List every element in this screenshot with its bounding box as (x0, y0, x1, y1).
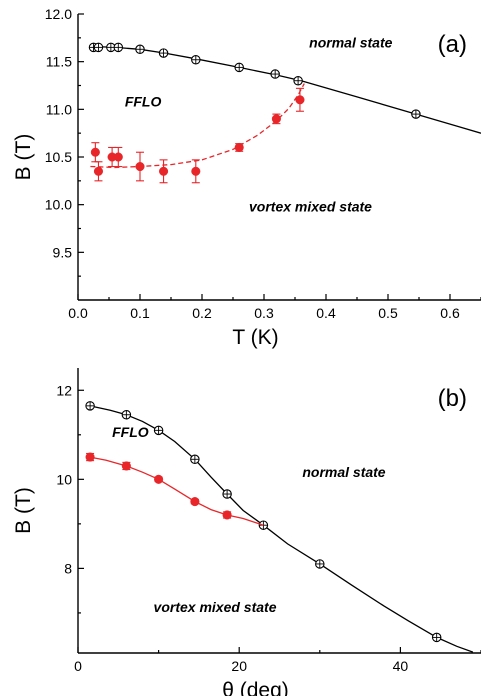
panel-a-y-tick-label: 11.5 (46, 54, 72, 70)
panel-b-y-tick-label: 12 (56, 382, 72, 398)
panel-a-x-tick-label: 0.0 (68, 305, 88, 321)
panel-a-x-tick-label: 0.5 (378, 305, 398, 321)
panel-a-label: (a) (438, 31, 467, 58)
panel-a-data-point (93, 42, 104, 53)
panel-a-y-tick-label: 9.5 (53, 244, 73, 260)
panel-b-series-0 (85, 401, 474, 653)
panel-a-data-point (159, 166, 169, 176)
panel-a-data-point (411, 109, 421, 119)
panel-a-y-tick-label: 11.0 (46, 101, 72, 117)
panel-a-data-point (270, 69, 280, 79)
panel-a-data-point (234, 62, 244, 73)
panel-a-data-point (191, 166, 201, 176)
panel-a-data-point (295, 95, 305, 105)
panel-a-data-point (158, 48, 169, 58)
panel-a-annotation: FFLO (125, 93, 162, 109)
panel-a-y-tick-label: 10.0 (45, 197, 72, 213)
panel-a-series-1 (90, 83, 305, 184)
panel-a-data-point (135, 161, 145, 172)
panel-b-data-point (431, 632, 442, 643)
panel-a-fit-curve-1 (90, 83, 305, 169)
panel-a-x-tick-label: 0.3 (254, 305, 274, 321)
panel-b-x-tick-label: 20 (231, 658, 247, 674)
panel-b-data-point (190, 497, 200, 507)
panel-a-x-tick-label: 0.2 (192, 305, 212, 321)
panel-a: 0.0 0.1 0.2 0.3 0.4 0.5 0.6 9.5 10.0 10.5 11.0 11.5… (12, 6, 481, 349)
panel-b-data-point (154, 474, 164, 484)
panel-b-series-1 (85, 452, 264, 526)
panel-b-data-point (222, 489, 232, 499)
panel-a-data-point (90, 147, 100, 157)
panel-b-annotation: vortex mixed state (154, 599, 277, 615)
panel-a-data-point (191, 55, 201, 65)
panel-b-data-point (153, 425, 164, 436)
panel-a-data-point (93, 166, 104, 176)
panel-a-data-point (293, 75, 303, 86)
panel-a-fit-curve-0 (90, 45, 481, 134)
panel-b-x-tick-label: 0 (74, 658, 82, 674)
panel-a-y-axis-title: B (T) (12, 134, 35, 181)
panel-a-series-0 (88, 42, 481, 134)
panel-b-data-point (121, 410, 132, 420)
panel-b-data-point (190, 454, 200, 465)
panel-b-fit-curve-0 (89, 405, 474, 653)
panel-b-y-axis-title: B (T) (12, 487, 35, 534)
panel-a-annotation: normal state (309, 34, 392, 50)
panel-b-annotation: FFLO (112, 424, 149, 440)
panel-a-annotation: vortex mixed state (249, 198, 372, 214)
panel-a-x-tick-label: 0.6 (440, 305, 460, 321)
panel-b-x-axis-title: θ (deg) (222, 679, 289, 696)
panel-b-x-tick-label: 40 (393, 658, 409, 674)
panel-a-data-point (135, 44, 145, 55)
panel-a-y-tick-label: 10.5 (45, 149, 72, 165)
panel-a-y-tick-label: 12.0 (45, 6, 72, 22)
panel-b-fit-curve-1 (89, 456, 264, 526)
panel-a-data-point (234, 142, 244, 153)
panel-a-x-tick-label: 0.1 (130, 305, 150, 321)
panel-b-data-point (121, 461, 131, 471)
panel-a-data-point (271, 114, 281, 124)
panel-b-data-point (85, 452, 95, 462)
panel-b-y-tick-label: 8 (64, 560, 72, 576)
panel-b-annotation: normal state (302, 464, 385, 480)
panel-b-y-tick-label: 10 (56, 471, 72, 487)
panel-a-x-tick-label: 0.4 (316, 305, 336, 321)
panel-b-data-point (222, 510, 232, 520)
panel-a-x-axis-title: T (K) (232, 326, 278, 349)
panel-a-data-point (113, 152, 123, 162)
panel-b-data-point (315, 559, 325, 569)
panel-b: 0 20 40 8 10 12 θ (deg) B (T) (b) normal state FFL… (12, 368, 481, 696)
panel-b-label: (b) (438, 385, 467, 412)
panel-a-data-point (113, 42, 124, 53)
panel-b-data-point (85, 401, 95, 411)
